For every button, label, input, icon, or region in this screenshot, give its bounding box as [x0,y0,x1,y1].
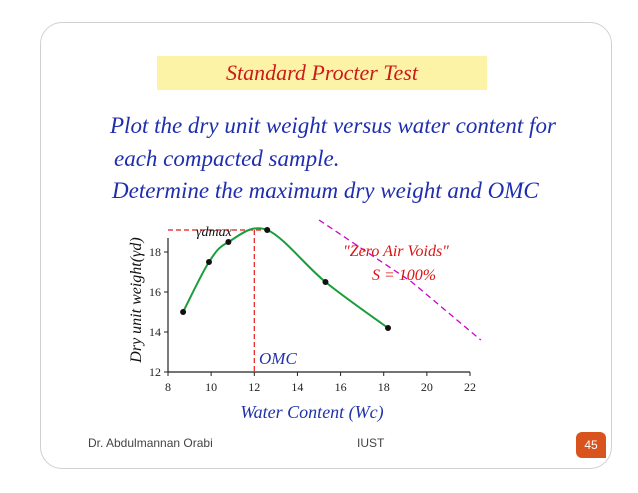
gamma-max-label: γdmax [196,225,233,240]
data-point [322,279,329,285]
x-tick-label: 16 [335,380,347,394]
page-number-badge: 45 [576,432,606,458]
x-tick-label: 8 [165,380,171,394]
instruction-line-2: each compacted sample. [114,146,340,171]
x-tick-label: 10 [205,380,217,394]
data-point [385,325,392,331]
slide-title: Standard Procter Test [157,56,487,90]
y-tick-label: 14 [149,325,161,339]
y-axis-title: Dry unit weight(γd) [128,237,145,363]
y-tick-label: 18 [149,245,161,259]
x-tick-label: 12 [248,380,260,394]
x-tick-label: 20 [421,380,433,394]
zero-air-voids-line [318,219,482,341]
x-axis-title: Water Content (Wc) [240,402,383,423]
instruction-line-3: Determine the maximum dry weight and OMC [112,178,539,203]
footer-institution: IUST [357,436,385,450]
x-tick-label: 18 [378,380,390,394]
instruction-line-1: Plot the dry unit weight versus water co… [110,113,556,138]
data-point [205,259,212,265]
slide-frame [40,22,612,469]
y-tick-label: 16 [149,285,161,299]
x-tick-label: 22 [464,380,476,394]
data-point [264,227,271,233]
footer-author: Dr. Abdulmannan Orabi [88,436,213,450]
data-point [180,309,187,315]
y-tick-label: 12 [149,365,161,379]
x-tick-label: 14 [291,380,303,394]
zav-label: "Zero Air Voids" [343,243,449,260]
omc-label: OMC [259,349,297,368]
saturation-label: S = 100% [372,267,436,284]
data-point [225,239,232,245]
